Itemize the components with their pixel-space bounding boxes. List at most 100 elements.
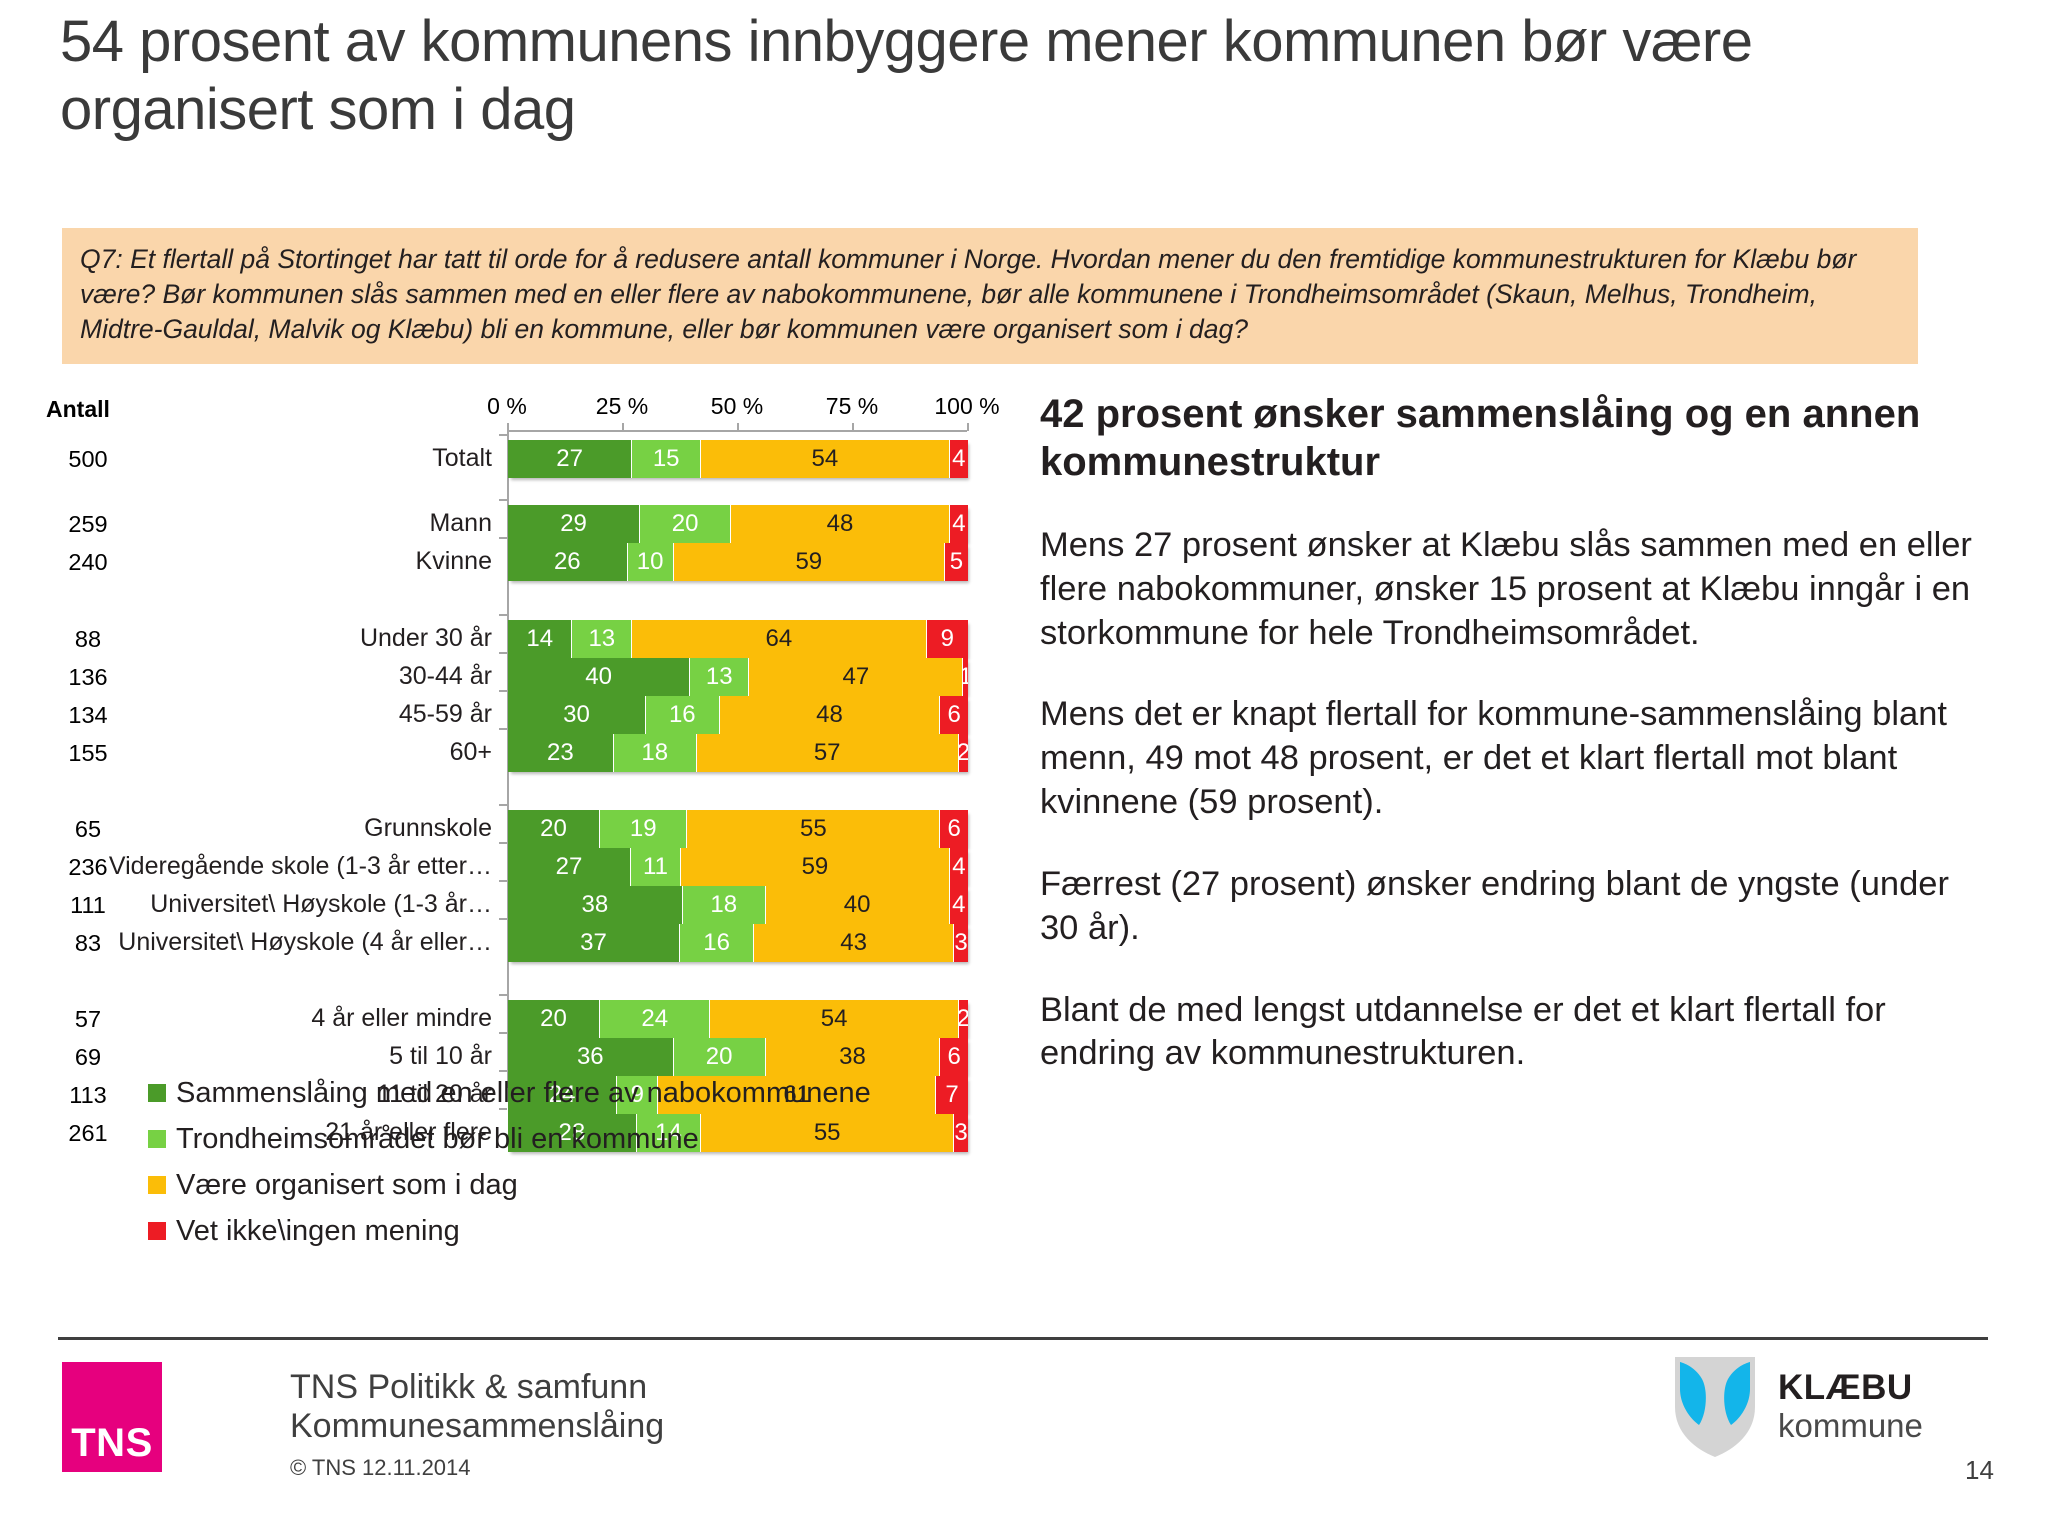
- table-row[interactable]: 27 15 54 4: [508, 440, 968, 478]
- bar-segment[interactable]: 48: [719, 696, 941, 734]
- bar-segment[interactable]: 54: [710, 1000, 959, 1038]
- y-axis-tick: [499, 918, 507, 920]
- commentary-paragraph: Blant de med lengst utdannelse er det et…: [1040, 990, 1886, 1073]
- bar-segment[interactable]: 24: [508, 1076, 618, 1114]
- bar-segment[interactable]: 2: [958, 1000, 968, 1038]
- bar-segment[interactable]: 18: [682, 886, 766, 924]
- bar-segment[interactable]: 9: [617, 1076, 659, 1114]
- bar-segment[interactable]: 3: [954, 924, 968, 962]
- bar-segment[interactable]: 20: [508, 810, 600, 848]
- table-row[interactable]: 20 24 54 2: [508, 1000, 968, 1038]
- table-row[interactable]: 37 16 43 3: [508, 924, 968, 962]
- bar-segment[interactable]: 7: [936, 1076, 968, 1114]
- klaebu-sub: kommune: [1778, 1407, 1923, 1445]
- row-count: 57: [74, 1006, 102, 1032]
- row-category-label: Grunnskole: [364, 814, 492, 842]
- table-row[interactable]: 14 13 64 9: [508, 620, 968, 658]
- table-row[interactable]: 29 20 48 4: [508, 505, 968, 543]
- bar-segment[interactable]: 40: [765, 886, 950, 924]
- x-axis-tick-label: 75 %: [825, 393, 879, 419]
- legend-item[interactable]: Være organisert som i dag: [148, 1167, 968, 1203]
- bar-segment[interactable]: 48: [731, 505, 950, 543]
- bar-segment[interactable]: 47: [749, 658, 964, 696]
- bar-segment[interactable]: 13: [690, 658, 750, 696]
- bar-segment[interactable]: 6: [940, 696, 968, 734]
- row-count: 155: [68, 740, 108, 766]
- tns-logo: TNS: [62, 1362, 162, 1472]
- bar-segment[interactable]: 54: [701, 440, 950, 478]
- bar-segment[interactable]: 20: [640, 505, 732, 543]
- bar-segment[interactable]: 30: [508, 696, 646, 734]
- bar-segment[interactable]: 43: [754, 924, 955, 962]
- table-row[interactable]: 38 18 40 4: [508, 886, 968, 924]
- table-row[interactable]: 30 16 48 6: [508, 696, 968, 734]
- bar-segment[interactable]: 6: [940, 1038, 968, 1076]
- bar-segment[interactable]: 11: [630, 848, 682, 886]
- bar-segment[interactable]: 16: [646, 696, 720, 734]
- table-row[interactable]: 4013471: [508, 658, 968, 696]
- bar-segment[interactable]: 27: [508, 440, 633, 478]
- bar-segment[interactable]: 3: [954, 1114, 968, 1152]
- commentary-paragraph: Mens 27 prosent ønsker at Klæbu slås sam…: [1040, 526, 1972, 652]
- bar-segment[interactable]: 4: [949, 848, 968, 886]
- bar-segment[interactable]: 4: [949, 505, 968, 543]
- bar-segment[interactable]: 20: [508, 1000, 600, 1038]
- bar-segment[interactable]: 40: [508, 658, 691, 696]
- bar-segment[interactable]: 6: [940, 810, 968, 848]
- legend-item[interactable]: Sammenslåing med en eller flere av nabok…: [148, 1075, 968, 1111]
- row-category-label: Universitet\ Høyskole (1-3 år…: [150, 890, 492, 918]
- bar-segment[interactable]: 23: [508, 734, 614, 772]
- y-axis-tick: [499, 842, 507, 844]
- bar-segment[interactable]: 37: [508, 924, 680, 962]
- table-row[interactable]: 36 20 38 6: [508, 1038, 968, 1076]
- bar-segment[interactable]: 59: [673, 543, 945, 581]
- legend-item[interactable]: Vet ikke\ingen mening: [148, 1213, 968, 1249]
- table-row[interactable]: 23 18 57 2: [508, 734, 968, 772]
- row-count: 65: [74, 816, 102, 842]
- bar-segment[interactable]: 64: [632, 620, 927, 658]
- tns-logo-text: TNS: [71, 1421, 153, 1465]
- legend-item[interactable]: Trondheimsområdet bør bli en kommune: [148, 1121, 968, 1157]
- bar-segment[interactable]: 55: [687, 810, 941, 848]
- bar-segment[interactable]: 2: [958, 734, 968, 772]
- table-row[interactable]: 20 19 55 6: [508, 810, 968, 848]
- bar-segment[interactable]: 16: [679, 924, 755, 962]
- bar-segment[interactable]: 14: [508, 620, 573, 658]
- bar-segment[interactable]: 18: [613, 734, 697, 772]
- bar-segment[interactable]: 19: [600, 810, 688, 848]
- row-category-label: 60+: [449, 738, 492, 766]
- row-category-label: Kvinne: [415, 547, 492, 575]
- bar-segment[interactable]: 57: [696, 734, 959, 772]
- table-row[interactable]: 27 11 59 4: [508, 848, 968, 886]
- bar-segment[interactable]: 38: [765, 1038, 941, 1076]
- page-number: 14: [1965, 1455, 1994, 1485]
- bar-segment[interactable]: 20: [673, 1038, 766, 1076]
- row-count: 500: [68, 446, 108, 472]
- bar-segment[interactable]: 24: [600, 1000, 711, 1038]
- bar-segment[interactable]: 4: [949, 886, 968, 924]
- table-row[interactable]: 26 10 59 5: [508, 543, 968, 581]
- x-axis-tick: [737, 423, 739, 431]
- bar-segment[interactable]: 14: [636, 1114, 702, 1152]
- bar-segment[interactable]: 26: [508, 543, 628, 581]
- bar-segment[interactable]: 27: [508, 848, 631, 886]
- bar-segment[interactable]: 61: [658, 1076, 937, 1114]
- bar-segment[interactable]: 4: [949, 440, 968, 478]
- table-row[interactable]: 28 14 55 3: [508, 1114, 968, 1152]
- bar-segment[interactable]: 38: [508, 886, 683, 924]
- bar-segment[interactable]: 10: [627, 543, 674, 581]
- bar-segment[interactable]: 55: [701, 1114, 955, 1152]
- table-row[interactable]: 24 9 61 7: [508, 1076, 968, 1114]
- bar-segment[interactable]: 15: [632, 440, 702, 478]
- row-category-label: Videregående skole (1-3 år etter…: [108, 852, 492, 880]
- bar-segment[interactable]: 36: [508, 1038, 674, 1076]
- bar-segment[interactable]: 29: [508, 505, 641, 543]
- bar-segment[interactable]: 1: [963, 658, 968, 696]
- bar-segment[interactable]: 13: [572, 620, 633, 658]
- bar-segment[interactable]: 28: [508, 1114, 637, 1152]
- footer-divider: [58, 1337, 1988, 1340]
- bar-segment[interactable]: 59: [681, 848, 950, 886]
- bar-segment[interactable]: 5: [944, 543, 968, 581]
- bar-segment[interactable]: 9: [926, 620, 968, 658]
- y-axis-tick: [499, 1032, 507, 1034]
